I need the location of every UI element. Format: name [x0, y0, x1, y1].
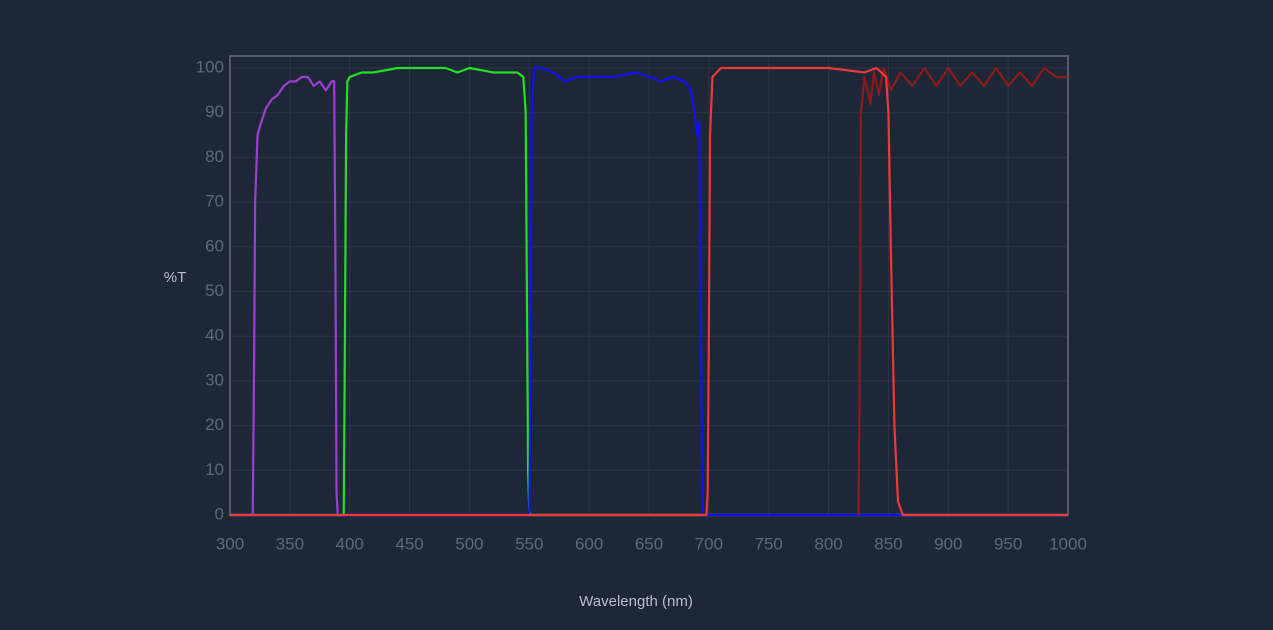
y-tick-label: 60	[205, 236, 224, 255]
x-tick-label: 750	[755, 534, 783, 553]
x-tick-label: 450	[395, 534, 423, 553]
series-line	[230, 66, 1068, 517]
x-tick-label: 950	[994, 534, 1022, 553]
x-tick-label: 350	[276, 534, 304, 553]
y-tick-label: 80	[205, 147, 224, 166]
y-tick-label: 90	[205, 102, 224, 121]
y-tick-label: 70	[205, 192, 224, 211]
x-tick-label: 500	[455, 534, 483, 553]
x-axis-label: Wavelength (nm)	[579, 593, 693, 610]
series-line	[857, 66, 1068, 516]
x-tick-label: 700	[695, 534, 723, 553]
x-tick-label: 400	[336, 534, 364, 553]
x-tick-label: 800	[814, 534, 842, 553]
series-line	[230, 66, 1068, 517]
x-tick-label: 650	[635, 534, 663, 553]
x-tick-label: 850	[874, 534, 902, 553]
y-tick-label: 100	[196, 57, 224, 76]
x-tick-label: 550	[515, 534, 543, 553]
x-tick-label: 900	[934, 534, 962, 553]
series-line	[230, 75, 1068, 517]
y-tick-label: 50	[205, 281, 224, 300]
y-tick-label: 40	[205, 326, 224, 345]
y-tick-label: 0	[215, 504, 224, 523]
x-tick-label: 300	[216, 534, 244, 553]
y-axis-label: %T	[164, 269, 187, 286]
series-line	[230, 66, 1068, 517]
x-tick-label: 600	[575, 534, 603, 553]
y-tick-label: 30	[205, 370, 224, 389]
x-tick-label: 1000	[1049, 534, 1087, 553]
y-tick-label: 10	[205, 460, 224, 479]
y-tick-label: 20	[205, 415, 224, 434]
